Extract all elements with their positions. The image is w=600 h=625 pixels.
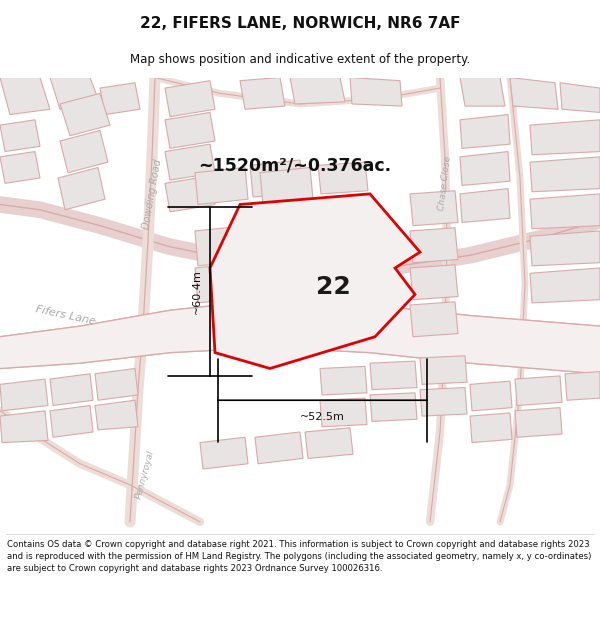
Polygon shape — [50, 78, 100, 109]
Polygon shape — [530, 120, 600, 155]
Polygon shape — [60, 93, 110, 136]
Polygon shape — [350, 78, 402, 106]
Polygon shape — [290, 78, 345, 104]
Text: Fifers Lane: Fifers Lane — [236, 328, 294, 349]
Polygon shape — [210, 194, 420, 369]
Polygon shape — [305, 428, 353, 458]
Text: ~52.5m: ~52.5m — [300, 412, 345, 422]
Polygon shape — [255, 432, 303, 464]
Polygon shape — [470, 381, 512, 411]
Polygon shape — [58, 168, 105, 210]
Polygon shape — [240, 78, 285, 109]
Polygon shape — [318, 162, 368, 194]
Text: Map shows position and indicative extent of the property.: Map shows position and indicative extent… — [130, 52, 470, 66]
Polygon shape — [470, 413, 512, 442]
Polygon shape — [165, 176, 215, 212]
Text: Pennyroyal: Pennyroyal — [134, 449, 156, 500]
Polygon shape — [530, 268, 600, 303]
Polygon shape — [195, 262, 251, 303]
Polygon shape — [60, 131, 108, 173]
Polygon shape — [50, 374, 93, 406]
Text: Fifers Lane: Fifers Lane — [35, 304, 97, 327]
Polygon shape — [165, 144, 215, 180]
Polygon shape — [50, 406, 93, 437]
Polygon shape — [530, 194, 600, 229]
Polygon shape — [560, 82, 600, 112]
Polygon shape — [95, 400, 138, 430]
Text: Dowding Road: Dowding Road — [141, 158, 163, 230]
Polygon shape — [0, 78, 50, 114]
Polygon shape — [460, 152, 510, 186]
Polygon shape — [165, 112, 215, 148]
Polygon shape — [565, 372, 600, 400]
Polygon shape — [370, 361, 417, 389]
Polygon shape — [0, 379, 48, 411]
Polygon shape — [195, 226, 251, 266]
Polygon shape — [410, 302, 458, 337]
Polygon shape — [250, 160, 303, 197]
Polygon shape — [460, 189, 510, 222]
Polygon shape — [420, 388, 467, 416]
Polygon shape — [530, 157, 600, 192]
Text: 22, FIFERS LANE, NORWICH, NR6 7AF: 22, FIFERS LANE, NORWICH, NR6 7AF — [140, 16, 460, 31]
Polygon shape — [260, 168, 313, 204]
Text: Chase Close: Chase Close — [437, 156, 453, 211]
Polygon shape — [515, 376, 562, 406]
Polygon shape — [370, 393, 417, 421]
Polygon shape — [460, 114, 510, 148]
Polygon shape — [165, 81, 215, 117]
Polygon shape — [200, 438, 248, 469]
Text: ~1520m²/~0.376ac.: ~1520m²/~0.376ac. — [199, 156, 392, 174]
Polygon shape — [195, 168, 248, 204]
Polygon shape — [0, 300, 600, 374]
Polygon shape — [460, 78, 505, 106]
Polygon shape — [515, 408, 562, 437]
Polygon shape — [320, 366, 367, 395]
Polygon shape — [510, 78, 558, 109]
Polygon shape — [420, 356, 467, 384]
Polygon shape — [410, 228, 458, 262]
Polygon shape — [410, 265, 458, 300]
Polygon shape — [0, 411, 48, 442]
Polygon shape — [95, 369, 138, 400]
Text: 22: 22 — [316, 276, 351, 299]
Text: Contains OS data © Crown copyright and database right 2021. This information is : Contains OS data © Crown copyright and d… — [7, 540, 592, 573]
Polygon shape — [0, 152, 40, 183]
Polygon shape — [0, 120, 40, 152]
Polygon shape — [100, 82, 140, 114]
Polygon shape — [410, 191, 458, 226]
Text: ~60.4m: ~60.4m — [192, 269, 202, 314]
Polygon shape — [320, 398, 367, 427]
Polygon shape — [530, 231, 600, 266]
